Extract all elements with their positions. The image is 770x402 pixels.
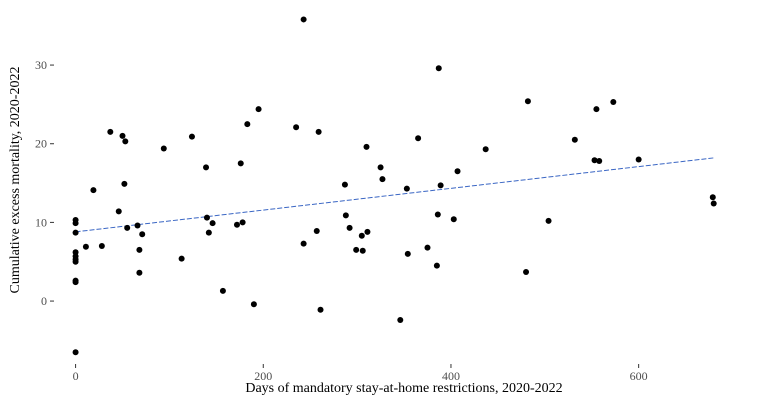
data-point <box>435 65 442 72</box>
data-point <box>342 212 349 219</box>
x-tick-label: 0 <box>73 369 79 383</box>
y-tick-label: 20 <box>35 137 47 151</box>
y-ticks: 0 10 20 30 <box>35 58 54 308</box>
data-point <box>188 133 195 140</box>
data-point <box>523 268 530 275</box>
data-point <box>404 250 411 257</box>
data-point <box>403 185 410 192</box>
data-point <box>635 156 642 163</box>
data-point <box>341 181 348 188</box>
data-point <box>178 255 185 262</box>
data-point <box>363 143 370 150</box>
trend-line <box>75 157 714 233</box>
data-point <box>313 228 320 235</box>
data-point <box>710 200 717 207</box>
data-point <box>397 316 404 323</box>
data-point <box>136 269 143 276</box>
x-tick-label: 400 <box>442 369 460 383</box>
y-tick-label: 30 <box>35 58 47 72</box>
data-point <box>72 249 79 256</box>
data-point <box>203 214 210 221</box>
data-point <box>415 135 422 142</box>
data-point <box>203 164 210 171</box>
trend-line-layer <box>75 157 714 233</box>
data-point <box>98 243 105 249</box>
data-point <box>450 216 457 223</box>
data-point <box>122 138 129 145</box>
data-point <box>255 106 262 113</box>
data-point <box>610 99 617 106</box>
data-point <box>134 222 141 229</box>
data-point <box>709 194 716 201</box>
data-point <box>244 121 251 128</box>
data-point <box>82 243 89 250</box>
data-point <box>346 224 353 231</box>
x-ticks: 0 200 400 600 <box>73 364 648 383</box>
y-axis-title: Cumulative excess mortality, 2020-2022 <box>8 67 23 294</box>
data-point <box>424 244 431 251</box>
data-point <box>482 146 489 153</box>
data-point <box>205 229 212 236</box>
data-point <box>437 182 444 189</box>
data-point <box>72 277 79 284</box>
points-layer <box>72 16 717 356</box>
x-tick-label: 200 <box>254 369 272 383</box>
data-point <box>364 228 371 235</box>
data-point <box>315 128 322 135</box>
data-point <box>219 287 226 294</box>
data-point <box>353 246 360 253</box>
data-point <box>596 158 603 165</box>
data-point <box>300 240 307 247</box>
data-point <box>250 301 257 308</box>
data-point <box>90 187 97 194</box>
data-point <box>358 232 365 239</box>
data-point <box>124 224 131 231</box>
data-point <box>160 145 167 152</box>
x-axis-title: Days of mandatory stay-at-home restricti… <box>245 381 562 396</box>
data-point <box>377 164 384 171</box>
y-tick-label: 0 <box>41 294 47 308</box>
data-point <box>300 16 307 23</box>
data-point <box>591 157 598 164</box>
data-point <box>434 211 441 218</box>
data-point <box>119 132 126 139</box>
data-point <box>317 306 324 313</box>
data-point <box>593 106 600 113</box>
x-tick-label: 600 <box>630 369 648 383</box>
data-point <box>72 229 79 236</box>
data-point <box>115 208 122 215</box>
data-point <box>233 221 240 228</box>
data-point <box>72 349 79 356</box>
data-point <box>359 247 366 254</box>
data-point <box>139 231 146 238</box>
data-point <box>237 160 244 167</box>
data-point <box>571 136 578 143</box>
data-point <box>524 98 531 105</box>
y-tick-label: 10 <box>35 215 47 229</box>
data-point <box>72 217 79 224</box>
data-point <box>293 124 300 131</box>
data-point <box>121 180 128 187</box>
data-point <box>433 262 440 269</box>
data-point <box>209 220 216 227</box>
data-point <box>107 128 114 135</box>
data-point <box>239 219 246 226</box>
data-point <box>545 217 552 224</box>
data-point <box>379 176 386 183</box>
data-point <box>454 168 461 175</box>
data-point <box>136 246 143 253</box>
